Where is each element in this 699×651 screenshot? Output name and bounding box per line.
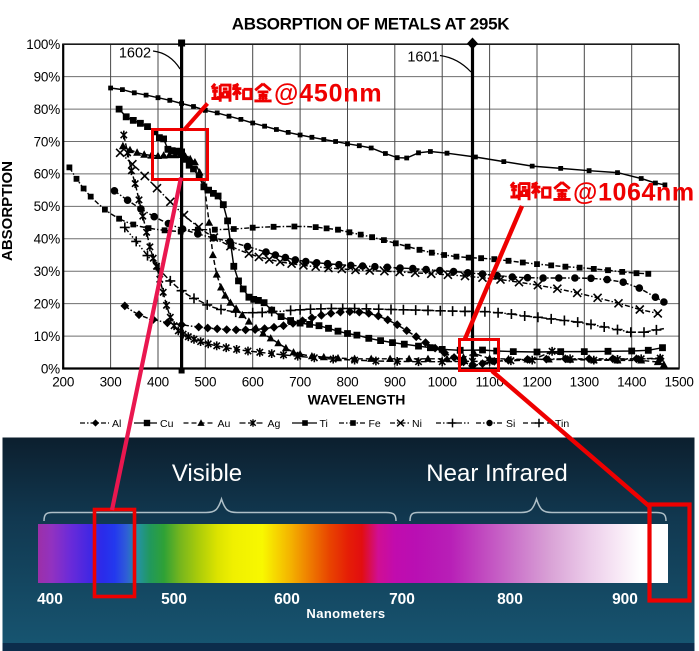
svg-text:50%: 50% [34,199,61,214]
svg-text:0%: 0% [41,361,60,376]
svg-text:Ni: Ni [412,418,422,430]
svg-text:700: 700 [389,591,415,608]
svg-text:1500: 1500 [664,375,693,390]
svg-text:500: 500 [161,591,187,608]
svg-text:100%: 100% [26,37,60,52]
svg-text:Ag: Ag [268,418,281,430]
svg-text:200: 200 [52,375,74,390]
svg-text:20%: 20% [34,296,61,311]
svg-text:30%: 30% [34,264,61,279]
svg-text:1601: 1601 [407,50,439,66]
svg-text:Fe: Fe [369,418,381,430]
svg-text:900: 900 [612,591,638,608]
svg-text:700: 700 [289,375,311,390]
svg-text:1200: 1200 [522,375,551,390]
svg-text:@450nm: @450nm [274,80,382,108]
svg-text:400: 400 [147,375,169,390]
svg-text:600: 600 [274,591,300,608]
svg-text:800: 800 [337,375,359,390]
svg-text:Ti: Ti [320,418,328,430]
svg-text:1400: 1400 [617,375,646,390]
svg-text:Si: Si [506,418,515,430]
svg-text:Nanometers: Nanometers [306,606,385,621]
svg-text:800: 800 [497,591,523,608]
svg-text:Visible: Visible [172,460,242,487]
svg-text:1602: 1602 [119,46,151,62]
svg-text:10%: 10% [34,329,61,344]
svg-text:1100: 1100 [475,375,503,390]
svg-text:1300: 1300 [570,375,599,390]
svg-text:Au: Au [218,418,231,430]
svg-text:80%: 80% [34,102,61,117]
svg-text:ABSORPTION OF METALS AT 295K: ABSORPTION OF METALS AT 295K [232,15,510,34]
svg-text:400: 400 [37,591,63,608]
svg-text:@1064nm: @1064nm [573,179,695,207]
svg-text:90%: 90% [34,69,61,84]
svg-text:ABSORPTION: ABSORPTION [0,161,16,261]
svg-text:500: 500 [194,375,216,390]
svg-text:1000: 1000 [428,375,457,390]
svg-text:60%: 60% [34,167,61,182]
svg-text:Cu: Cu [160,418,174,430]
svg-text:70%: 70% [34,134,61,149]
svg-text:Al: Al [112,418,121,430]
svg-text:WAVELENGTH: WAVELENGTH [308,392,406,408]
svg-text:900: 900 [384,375,406,390]
svg-text:40%: 40% [34,232,61,247]
svg-text:600: 600 [242,375,264,390]
svg-text:300: 300 [100,375,122,390]
svg-text:Near Infrared: Near Infrared [426,460,567,487]
